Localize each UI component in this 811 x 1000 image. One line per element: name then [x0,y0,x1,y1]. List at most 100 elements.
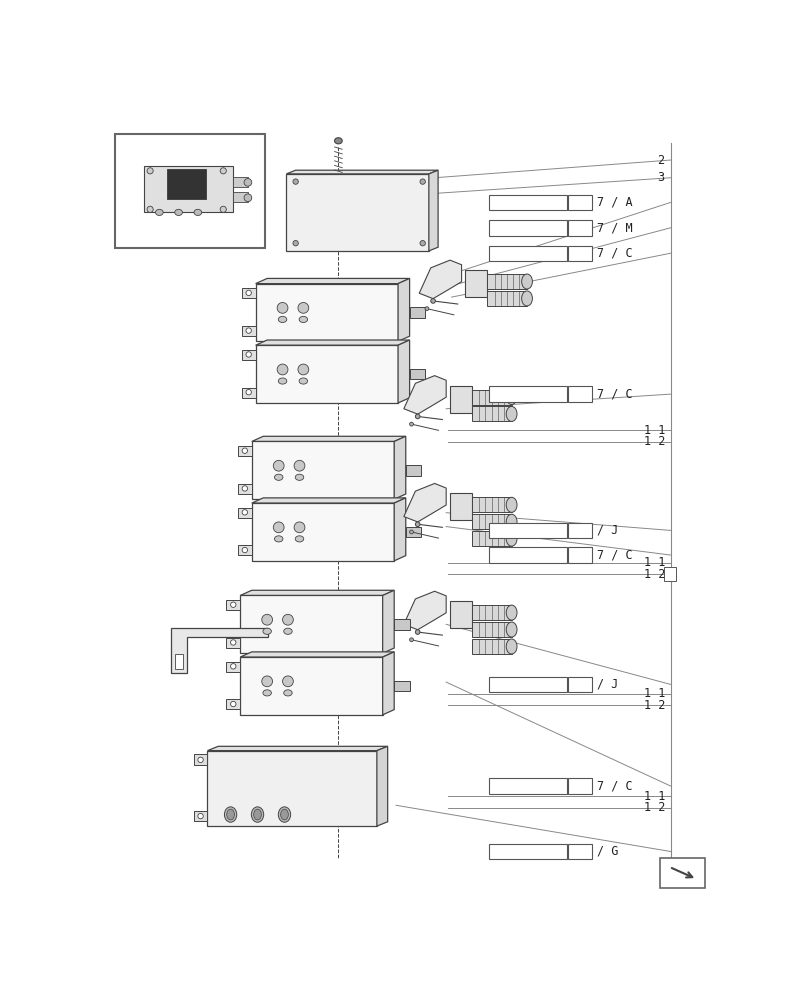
Text: 3: 3 [656,171,663,184]
Ellipse shape [220,168,226,174]
Ellipse shape [230,664,236,669]
Polygon shape [232,177,247,187]
Polygon shape [251,441,393,499]
Text: 1 1: 1 1 [644,424,665,437]
Polygon shape [255,345,397,403]
Polygon shape [242,350,255,360]
Polygon shape [409,369,424,379]
Ellipse shape [521,291,532,306]
Polygon shape [449,601,471,628]
Bar [115,134,265,248]
Ellipse shape [261,676,272,687]
Polygon shape [240,657,382,715]
Bar [488,547,566,563]
Text: 7 / C: 7 / C [596,247,632,260]
Ellipse shape [415,414,419,419]
Ellipse shape [415,630,419,634]
Ellipse shape [244,179,251,186]
Text: 7 / M: 7 / M [596,221,632,234]
Ellipse shape [294,460,304,471]
Text: 8: 8 [576,549,583,562]
Ellipse shape [226,809,234,820]
Polygon shape [403,591,445,630]
Ellipse shape [242,448,247,453]
Polygon shape [238,508,251,518]
Text: 1 . 8 2: 1 . 8 2 [502,247,552,260]
Ellipse shape [505,531,517,546]
Bar [567,677,592,692]
Polygon shape [471,605,511,620]
Bar [488,246,566,261]
Polygon shape [226,699,240,709]
Text: 1 . 8 2: 1 . 8 2 [502,388,552,401]
Polygon shape [406,465,421,476]
Polygon shape [449,386,471,413]
Polygon shape [238,446,251,456]
Ellipse shape [409,530,413,534]
Text: 1 . 8 2: 1 . 8 2 [502,780,552,793]
Polygon shape [382,652,393,715]
Ellipse shape [274,536,282,542]
Text: 1 . 8 2: 1 . 8 2 [502,221,552,234]
Polygon shape [175,654,182,669]
Polygon shape [471,622,511,637]
Polygon shape [471,639,511,654]
Bar [488,386,566,402]
Bar [567,778,592,794]
Text: 2: 2 [656,154,663,167]
Bar [488,677,566,692]
Polygon shape [397,278,409,341]
Bar [488,195,566,210]
Ellipse shape [224,807,237,822]
Bar [663,567,675,581]
Polygon shape [397,340,409,403]
Ellipse shape [431,299,435,303]
Polygon shape [471,406,511,421]
Ellipse shape [244,194,251,202]
Polygon shape [255,340,409,345]
Bar [567,547,592,563]
Bar [567,220,592,235]
Ellipse shape [409,422,413,426]
Polygon shape [208,751,376,826]
Polygon shape [232,192,247,202]
Text: 17: 17 [573,524,586,537]
Polygon shape [193,811,208,821]
Text: 7 / C: 7 / C [596,549,632,562]
Polygon shape [240,652,393,657]
Ellipse shape [278,807,290,822]
Ellipse shape [283,690,292,696]
Ellipse shape [505,605,517,620]
Text: 6: 6 [576,247,583,260]
Ellipse shape [246,290,251,296]
Text: 1 1: 1 1 [644,790,665,803]
Text: 1 2: 1 2 [644,435,665,448]
Text: 4: 4 [576,196,583,209]
Text: 1 . 8 2: 1 . 8 2 [502,524,552,537]
Ellipse shape [295,474,303,480]
Polygon shape [406,527,421,537]
Ellipse shape [283,628,292,634]
Polygon shape [238,545,251,555]
Ellipse shape [278,316,286,323]
Polygon shape [428,170,438,251]
Text: 7 / C: 7 / C [596,780,632,793]
Bar [488,844,566,859]
Text: 1 2: 1 2 [644,568,665,581]
Polygon shape [193,754,208,765]
Text: 1 1: 1 1 [644,687,665,700]
Polygon shape [393,436,406,499]
Ellipse shape [293,179,298,184]
Polygon shape [471,531,511,546]
Polygon shape [226,638,240,648]
Text: / G: / G [596,845,618,858]
Ellipse shape [419,241,425,246]
Ellipse shape [230,701,236,707]
Ellipse shape [298,364,308,375]
Ellipse shape [246,389,251,395]
Ellipse shape [156,209,163,215]
Polygon shape [238,484,251,494]
Ellipse shape [273,460,284,471]
Ellipse shape [273,522,284,533]
Ellipse shape [230,602,236,607]
